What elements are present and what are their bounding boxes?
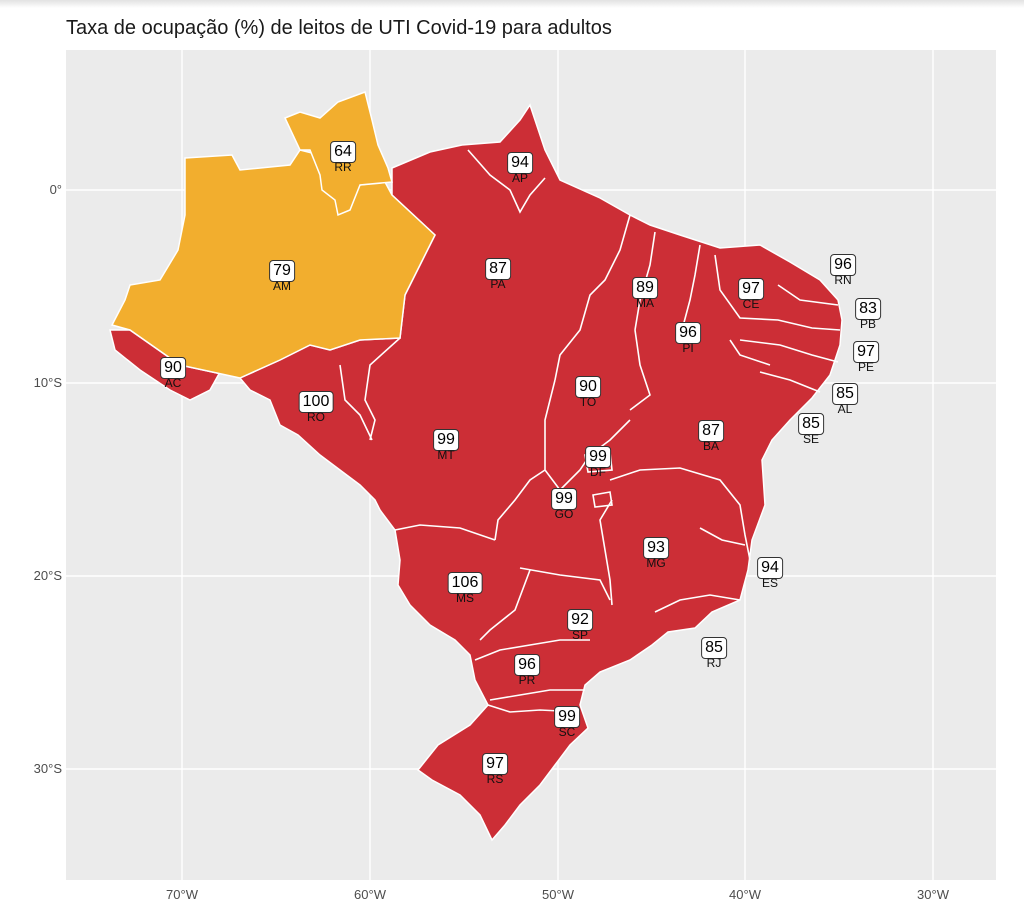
state-label-pa: 87 PA bbox=[485, 258, 511, 290]
state-value: 89 bbox=[632, 277, 658, 299]
state-label-ac: 90 AC bbox=[160, 357, 186, 389]
state-value: 94 bbox=[757, 557, 783, 579]
state-label-rr: 64 RR bbox=[330, 141, 356, 173]
state-abbr: RR bbox=[334, 160, 352, 174]
state-abbr: SC bbox=[558, 725, 576, 739]
state-abbr: DF bbox=[589, 465, 606, 479]
state-value: 90 bbox=[575, 376, 601, 398]
state-label-es: 94 ES bbox=[757, 557, 783, 589]
state-abbr: PE bbox=[857, 360, 875, 374]
map-title: Taxa de ocupação (%) de leitos de UTI Co… bbox=[66, 17, 612, 39]
state-value: 99 bbox=[554, 706, 580, 728]
brazil-high-occupancy-region bbox=[109, 103, 843, 842]
state-value: 96 bbox=[830, 254, 856, 276]
state-value: 99 bbox=[551, 488, 577, 510]
state-abbr: PR bbox=[518, 673, 536, 687]
state-value: 85 bbox=[701, 637, 727, 659]
top-edge-shadow bbox=[0, 0, 1024, 8]
state-abbr: SP bbox=[571, 628, 589, 642]
state-label-am: 79 AM bbox=[269, 260, 295, 292]
state-value: 83 bbox=[855, 298, 881, 320]
state-abbr: GO bbox=[554, 507, 574, 521]
state-abbr: CE bbox=[742, 297, 760, 311]
state-value: 79 bbox=[269, 260, 295, 282]
state-value: 93 bbox=[643, 537, 669, 559]
state-value: 87 bbox=[698, 420, 724, 442]
state-abbr: RJ bbox=[706, 656, 722, 670]
state-label-to: 90 TO bbox=[575, 376, 601, 408]
state-label-pb: 83 PB bbox=[855, 298, 881, 330]
x-axis-label-40w: 40°W bbox=[729, 887, 761, 902]
state-value: 96 bbox=[514, 654, 540, 676]
state-label-rn: 96 RN bbox=[830, 254, 856, 286]
state-label-go: 99 GO bbox=[551, 488, 577, 520]
state-value: 106 bbox=[447, 572, 483, 594]
state-label-ro: 100 RO bbox=[298, 391, 334, 424]
state-label-pe: 97 PE bbox=[853, 341, 879, 373]
state-abbr: MT bbox=[437, 448, 455, 462]
state-label-rj: 85 RJ bbox=[701, 637, 727, 669]
state-value: 96 bbox=[675, 322, 701, 344]
state-label-mt: 99 MT bbox=[433, 429, 459, 461]
state-value: 94 bbox=[507, 152, 533, 174]
state-abbr: MS bbox=[455, 591, 474, 605]
y-axis-label-30s: 30°S bbox=[33, 761, 62, 776]
state-label-ba: 87 BA bbox=[698, 420, 724, 452]
x-axis-label-50w: 50°W bbox=[542, 887, 574, 902]
state-value: 97 bbox=[738, 278, 764, 300]
state-label-rs: 97 RS bbox=[482, 753, 508, 785]
state-value: 97 bbox=[853, 341, 879, 363]
state-abbr: MG bbox=[646, 556, 666, 570]
state-label-ms: 106 MS bbox=[447, 572, 483, 605]
y-axis-label-20s: 20°S bbox=[33, 568, 62, 583]
state-label-se: 85 SE bbox=[798, 413, 824, 445]
state-value: 90 bbox=[160, 357, 186, 379]
x-axis-label-30w: 30°W bbox=[917, 887, 949, 902]
state-abbr: PB bbox=[859, 317, 877, 331]
state-abbr: BA bbox=[702, 439, 720, 453]
y-axis-label-0: 0° bbox=[49, 182, 62, 197]
state-label-sc: 99 SC bbox=[554, 706, 580, 738]
state-abbr: AC bbox=[164, 376, 182, 390]
state-abbr: ES bbox=[761, 576, 779, 590]
state-abbr: AL bbox=[837, 402, 853, 416]
state-label-pr: 96 PR bbox=[514, 654, 540, 686]
state-value: 92 bbox=[567, 609, 593, 631]
state-label-al: 85 AL bbox=[832, 383, 858, 415]
state-value: 87 bbox=[485, 258, 511, 280]
state-abbr: MA bbox=[635, 296, 654, 310]
state-value: 100 bbox=[298, 391, 334, 413]
state-value: 85 bbox=[832, 383, 858, 405]
state-abbr: SE bbox=[802, 432, 820, 446]
state-value: 99 bbox=[433, 429, 459, 451]
state-abbr: AM bbox=[272, 279, 291, 293]
state-value: 85 bbox=[798, 413, 824, 435]
state-label-ap: 94 AP bbox=[507, 152, 533, 184]
state-value: 99 bbox=[585, 446, 611, 468]
state-abbr: RS bbox=[486, 772, 504, 786]
state-abbr: PI bbox=[682, 341, 694, 355]
state-label-mg: 93 MG bbox=[643, 537, 669, 569]
state-label-ma: 89 MA bbox=[632, 277, 658, 309]
state-abbr: AP bbox=[511, 171, 529, 185]
state-label-pi: 96 PI bbox=[675, 322, 701, 354]
state-label-df: 99 DF bbox=[585, 446, 611, 478]
state-abbr: TO bbox=[579, 395, 597, 409]
state-value: 64 bbox=[330, 141, 356, 163]
y-axis-label-10s: 10°S bbox=[33, 375, 62, 390]
state-label-ce: 97 CE bbox=[738, 278, 764, 310]
state-label-sp: 92 SP bbox=[567, 609, 593, 641]
state-value: 97 bbox=[482, 753, 508, 775]
state-abbr: RO bbox=[306, 410, 325, 424]
x-axis-label-70w: 70°W bbox=[166, 887, 198, 902]
x-axis-label-60w: 60°W bbox=[354, 887, 386, 902]
state-abbr: RN bbox=[834, 273, 852, 287]
state-abbr: PA bbox=[490, 277, 506, 291]
